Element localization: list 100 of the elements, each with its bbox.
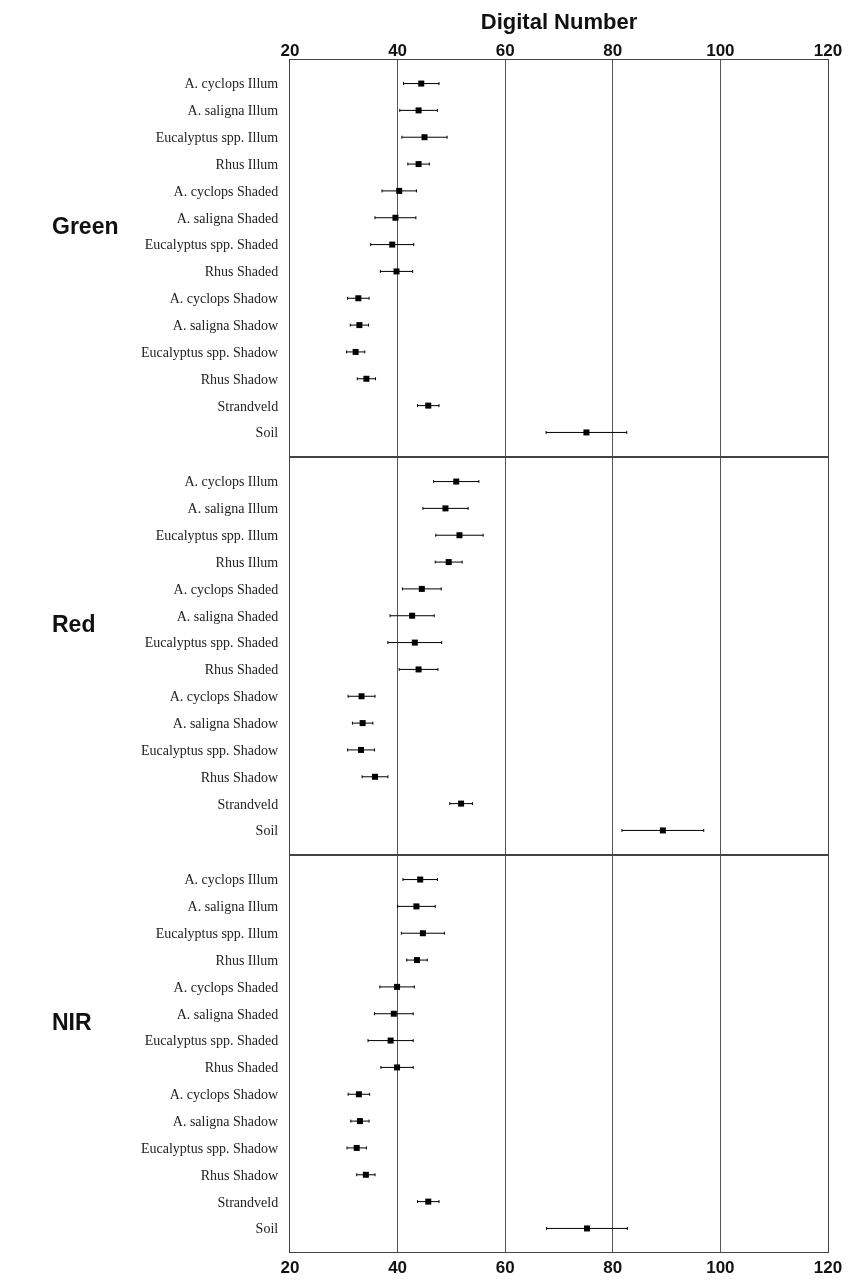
y-tick-label: Rhus Illum [215, 952, 279, 968]
y-tick-label: Eucalyptus spp. Illum [155, 130, 279, 146]
y-tick-label: Rhus Shadow [200, 769, 280, 785]
point [415, 666, 422, 673]
point [409, 612, 416, 619]
point [358, 693, 365, 700]
point [458, 800, 465, 807]
point [417, 876, 424, 883]
y-tick-label: Strandveld [217, 796, 279, 812]
y-tick-label: A. cyclops Shadow [169, 291, 280, 307]
point [418, 585, 425, 592]
x2-tick-label: 40 [388, 40, 408, 60]
point [393, 268, 400, 275]
y-tick-label: A. saligna Shadow [172, 716, 280, 731]
point [392, 214, 399, 221]
y-tick-label: A. saligna Shadow [172, 1114, 280, 1129]
y-tick-label: A. saligna Illum [187, 899, 279, 915]
x2-tick-label: 100 [706, 40, 735, 60]
x-tick-label: 20 [280, 1258, 300, 1278]
y-tick-label: Eucalyptus spp. Illum [155, 926, 279, 942]
x-tick-label: 120 [813, 1258, 843, 1278]
y-tick-label: Rhus Illum [215, 554, 279, 570]
x2-tick-label: 60 [495, 40, 515, 60]
x2-axis-title: Digital Number [480, 9, 638, 35]
point [387, 1037, 394, 1044]
point [659, 827, 666, 834]
point [445, 559, 452, 566]
y-tick-label: A. cyclops Illum [184, 474, 279, 490]
y-tick-label: Eucalyptus spp. Shaded [144, 635, 279, 651]
y-tick-label: A. cyclops Shadow [169, 1087, 280, 1103]
point [396, 187, 403, 194]
point [362, 1171, 369, 1178]
y-tick-label: Eucalyptus spp. Illum [155, 528, 279, 544]
point [359, 720, 366, 727]
y-tick-label: Strandveld [217, 1194, 279, 1210]
point [355, 295, 362, 302]
y-tick-label: A. cyclops Illum [184, 872, 279, 888]
point [415, 161, 422, 168]
point [415, 107, 422, 114]
point [356, 322, 363, 329]
y-tick-label: Rhus Shadow [200, 371, 280, 387]
y-tick-label: A. cyclops Shaded [173, 581, 279, 597]
point [390, 1010, 397, 1017]
x-tick-label: 40 [388, 1258, 408, 1278]
y-tick-label: A. saligna Shaded [176, 210, 279, 226]
y-tick-label: Rhus Shaded [204, 1060, 279, 1076]
y-axis-title: NIR [52, 1009, 92, 1035]
y-tick-label: Rhus Illum [215, 156, 279, 172]
y-tick-label: Eucalyptus spp. Shaded [144, 1033, 279, 1049]
y-tick-label: A. cyclops Shaded [173, 979, 279, 995]
point [356, 1118, 363, 1125]
y-tick-label: Strandveld [217, 398, 279, 414]
point [394, 983, 401, 990]
point [456, 532, 463, 539]
y-tick-label: Rhus Shadow [200, 1167, 280, 1183]
point [442, 505, 449, 512]
point [421, 134, 428, 141]
y-tick-label: Eucalyptus spp. Shadow [140, 1140, 280, 1156]
point [413, 903, 420, 910]
point [583, 1225, 590, 1232]
point [353, 1144, 360, 1151]
x2-tick-label: 80 [603, 40, 623, 60]
point [389, 241, 396, 248]
x-tick-label: 60 [495, 1258, 515, 1278]
x-tick-label: 80 [603, 1258, 623, 1278]
point [425, 1198, 432, 1205]
y-tick-label: Soil [255, 1221, 279, 1237]
y-tick-label: A. saligna Shaded [176, 1006, 279, 1022]
y-tick-label: A. cyclops Illum [184, 76, 279, 92]
y-tick-label: Eucalyptus spp. Shadow [140, 742, 280, 758]
point [363, 375, 370, 382]
y-tick-label: A. saligna Illum [187, 103, 279, 119]
y-tick-label: Eucalyptus spp. Shaded [144, 237, 279, 253]
point [411, 639, 418, 646]
y-axis-title: Red [52, 611, 96, 637]
x-tick-label: 100 [706, 1258, 735, 1278]
y-tick-label: A. cyclops Shadow [169, 689, 280, 705]
y-tick-label: A. cyclops Shaded [173, 183, 279, 199]
point [355, 1091, 362, 1098]
y-tick-label: Soil [255, 425, 279, 441]
y-tick-label: Rhus Shaded [204, 662, 279, 678]
point [394, 1064, 401, 1071]
y-tick-label: A. saligna Shaded [176, 608, 279, 624]
y-tick-label: Rhus Shaded [204, 264, 279, 280]
point [358, 746, 365, 753]
point [372, 773, 378, 780]
y-tick-label: Eucalyptus spp. Shadow [140, 344, 280, 360]
x2-tick-label: 20 [280, 40, 300, 60]
y-tick-label: A. saligna Illum [187, 501, 279, 517]
point [418, 80, 425, 87]
point [583, 429, 590, 436]
x2-tick-label: 120 [813, 40, 843, 60]
y-axis-title: Green [52, 213, 119, 239]
point [352, 348, 359, 355]
y-tick-label: A. saligna Shadow [172, 318, 280, 333]
point [425, 402, 432, 409]
point [453, 478, 460, 485]
y-tick-label: Soil [255, 823, 279, 839]
point [413, 957, 420, 964]
point [419, 930, 426, 937]
